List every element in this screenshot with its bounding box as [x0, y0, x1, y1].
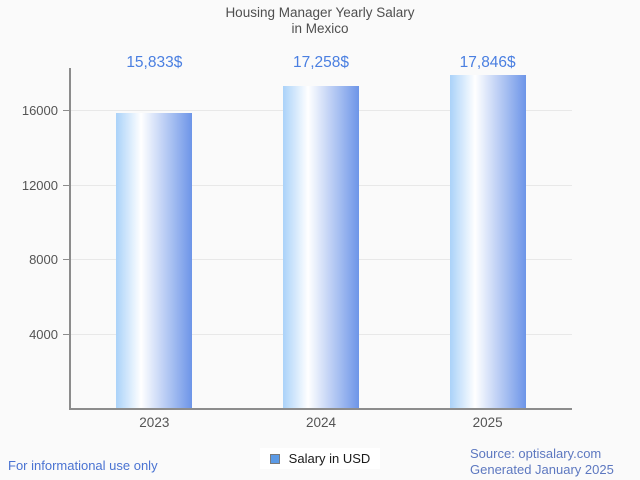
y-axis-tick-label: 12000	[21, 177, 58, 193]
y-axis-tickmark	[63, 334, 71, 336]
y-axis-tickmark	[63, 109, 71, 111]
legend-item: Salary in USD	[259, 448, 381, 469]
source-text: Source: optisalary.com	[470, 446, 602, 461]
x-axis-tick-label: 2025	[472, 415, 503, 430]
disclaimer-text: For informational use only	[8, 458, 158, 473]
y-axis-tickmark	[63, 259, 71, 261]
bar-2025	[449, 75, 526, 409]
value-label: 15,833$	[126, 54, 183, 71]
source-block: Source: optisalary.com Generated January…	[470, 446, 614, 478]
bar-2024	[283, 86, 359, 409]
chart-title-line2: in Mexico	[291, 20, 349, 36]
x-axis-tick-label: 2024	[305, 415, 337, 430]
generated-text: Generated January 2025	[470, 462, 614, 477]
value-label: 17,258$	[292, 54, 350, 71]
x-axis-tick-label: 2023	[139, 415, 170, 430]
y-axis-tickmark	[63, 184, 71, 186]
legend-label: Salary in USD	[288, 451, 371, 466]
y-axis-tick-label: 16000	[21, 102, 58, 118]
bar-2023	[116, 112, 193, 409]
legend: Salary in USD	[0, 448, 640, 469]
y-axis-tick-label: 4000	[29, 327, 58, 343]
y-axis-line	[69, 68, 71, 410]
chart-title: Housing Manager Yearly Salary in Mexico	[0, 5, 640, 36]
legend-marker-icon	[269, 453, 280, 464]
y-axis-tick-label: 8000	[29, 252, 58, 268]
value-label: 17,846$	[459, 54, 516, 71]
x-axis-line	[69, 408, 572, 410]
chart-title-line1: Housing Manager Yearly Salary	[225, 5, 415, 20]
